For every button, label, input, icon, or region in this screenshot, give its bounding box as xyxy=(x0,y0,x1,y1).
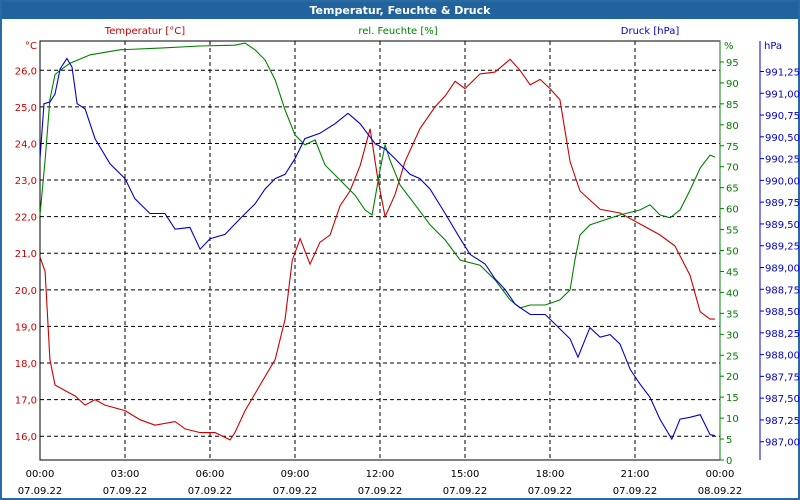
pressure-unit: hPa xyxy=(764,41,782,52)
pressure-tick-label: 990,75 xyxy=(765,111,800,122)
series-group xyxy=(39,42,716,441)
pressure-tick-label: 987,25 xyxy=(765,416,800,427)
humidity-axis-title: rel. Feuchte [%] xyxy=(358,26,437,37)
temperature-tick-label: 21,0 xyxy=(15,249,37,260)
humidity-tick-label: 50 xyxy=(726,247,739,258)
pressure-tick-label: 991,00 xyxy=(765,89,800,100)
x-tick-time: 15:00 xyxy=(451,469,480,480)
x-tick-time: 12:00 xyxy=(366,469,395,480)
temperature-tick-label: 18,0 xyxy=(15,359,37,370)
temperature-tick-label: 20,0 xyxy=(15,286,37,297)
x-tick-time: 00:00 xyxy=(26,469,55,480)
x-tick-time: 00:00 xyxy=(706,469,735,480)
plot-area xyxy=(39,40,721,461)
temperature-tick-label: 16,0 xyxy=(15,432,37,443)
x-tick-date: 07.09.22 xyxy=(18,486,63,497)
humidity-tick-label: 15 xyxy=(726,393,739,404)
pressure-tick-label: 987,50 xyxy=(765,394,800,405)
pressure-axis-title: Druck [hPa] xyxy=(621,26,680,37)
x-tick-date: 07.09.22 xyxy=(358,486,403,497)
temperature-tick-label: 25,0 xyxy=(15,103,37,114)
humidity-unit: % xyxy=(724,41,734,52)
humidity-tick-label: 95 xyxy=(726,58,739,69)
pressure-tick-label: 990,50 xyxy=(765,133,800,144)
x-tick-time: 06:00 xyxy=(196,469,225,480)
pressure-tick-label: 987,75 xyxy=(765,372,800,383)
pressure-tick-label: 988,50 xyxy=(765,307,800,318)
x-tick-time: 18:00 xyxy=(536,469,565,480)
x-tick-date: 07.09.22 xyxy=(273,486,318,497)
humidity-tick-label: 85 xyxy=(726,100,739,111)
pressure-tick-label: 989,00 xyxy=(765,263,800,274)
humidity-tick-label: 55 xyxy=(726,226,739,237)
humidity-tick-label: 60 xyxy=(726,205,739,216)
humidity-series-line xyxy=(39,42,716,309)
temperature-tick-label: 24,0 xyxy=(15,139,37,150)
x-tick-date: 07.09.22 xyxy=(528,486,573,497)
humidity-tick-label: 45 xyxy=(726,267,739,278)
temperature-tick-label: 17,0 xyxy=(15,396,37,407)
temperature-tick-label: 19,0 xyxy=(15,322,37,333)
grid xyxy=(40,41,720,460)
x-tick-date: 07.09.22 xyxy=(103,486,148,497)
humidity-tick-label: 80 xyxy=(726,121,739,132)
temperature-series-line xyxy=(39,58,715,441)
x-tick-time: 21:00 xyxy=(621,469,650,480)
x-tick-time: 09:00 xyxy=(281,469,310,480)
pressure-tick-label: 991,25 xyxy=(765,67,800,78)
humidity-tick-label: 90 xyxy=(726,79,739,90)
pressure-tick-label: 989,25 xyxy=(765,242,800,253)
humidity-tick-label: 20 xyxy=(726,372,739,383)
temperature-tick-label: 26,0 xyxy=(15,66,37,77)
pressure-tick-label: 987,00 xyxy=(765,438,800,449)
humidity-tick-label: 25 xyxy=(726,351,739,362)
temperature-tick-label: 22,0 xyxy=(15,213,37,224)
humidity-tick-label: 0 xyxy=(726,456,732,467)
x-tick-date: 07.09.22 xyxy=(188,486,233,497)
pressure-series-line xyxy=(39,57,716,441)
pressure-tick-label: 989,50 xyxy=(765,220,800,231)
pressure-tick-label: 988,75 xyxy=(765,285,800,296)
x-tick-date: 07.09.22 xyxy=(443,486,488,497)
pressure-tick-label: 990,25 xyxy=(765,155,800,166)
temperature-axis-title: Temperatur [°C] xyxy=(104,26,185,37)
humidity-tick-label: 35 xyxy=(726,309,739,320)
humidity-tick-label: 10 xyxy=(726,414,739,425)
humidity-tick-label: 40 xyxy=(726,288,739,299)
pressure-tick-label: 990,00 xyxy=(765,176,800,187)
pressure-tick-label: 989,75 xyxy=(765,198,800,209)
humidity-tick-label: 75 xyxy=(726,142,739,153)
x-tick-time: 03:00 xyxy=(111,469,140,480)
humidity-tick-label: 30 xyxy=(726,330,739,341)
humidity-tick-label: 65 xyxy=(726,184,739,195)
pressure-tick-label: 988,25 xyxy=(765,329,800,340)
temperature-tick-label: 23,0 xyxy=(15,176,37,187)
humidity-tick-label: 5 xyxy=(726,435,732,446)
humidity-tick-label: 70 xyxy=(726,163,739,174)
pressure-tick-label: 988,00 xyxy=(765,351,800,362)
x-tick-date: 07.09.22 xyxy=(613,486,658,497)
window-title: Temperatur, Feuchte & Druck xyxy=(2,2,798,19)
axis-ticks: 00:00 07.09.22 03:00 07.09.22 06:00 07.09.22 0… xyxy=(15,58,800,497)
temperature-unit: °C xyxy=(25,41,37,52)
x-tick-date: 08.09.22 xyxy=(698,486,743,497)
